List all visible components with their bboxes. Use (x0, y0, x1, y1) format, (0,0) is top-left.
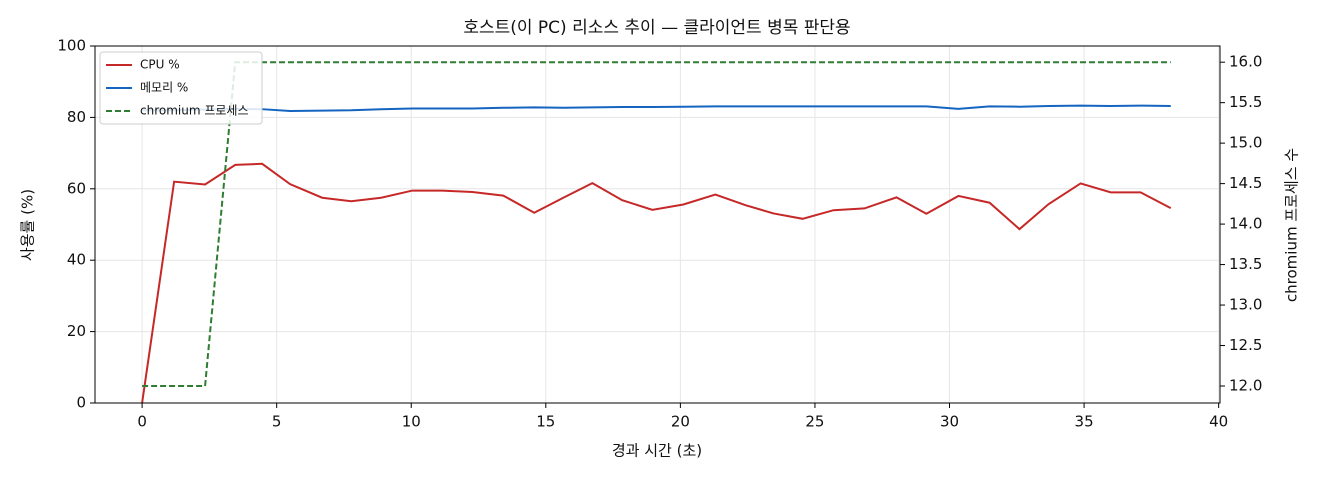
plot-frame (94, 45, 1221, 404)
series-line (141, 162, 1172, 404)
y2-tick-label: 12.0 (1229, 377, 1262, 395)
series-line (142, 104, 1171, 112)
chart-title: 호스트(이 PC) 리소스 추이 — 클라이언트 병목 판단용 (463, 18, 850, 38)
x-tick-label: 30 (940, 413, 959, 431)
x-tick-label: 0 (137, 413, 147, 431)
y-tick-label: 40 (67, 251, 86, 269)
y2-tick-label: 15.5 (1229, 93, 1262, 111)
y2-tick-label: 12.5 (1229, 336, 1262, 354)
series-line (142, 61, 1171, 387)
legend: CPU % 메모리 % chromium 프로세스 (99, 51, 263, 125)
y-axis-label: 사용률 (%) (19, 189, 37, 261)
x-tick-label: 20 (671, 413, 690, 431)
x-axis-label: 경과 시간 (초) (612, 442, 702, 460)
y2-tick-label: 15.0 (1229, 134, 1262, 152)
x-tick-label: 10 (402, 413, 421, 431)
y-tick-label: 20 (67, 322, 86, 340)
legend-label: chromium 프로세스 (140, 104, 249, 118)
y2-tick-label: 14.0 (1229, 215, 1262, 233)
y-tick-label: 0 (76, 394, 86, 412)
y2-tick-label: 13.0 (1229, 296, 1262, 314)
legend-label: 메모리 % (140, 81, 188, 95)
y2-axis-label: chromium 프로세스 수 (1283, 148, 1301, 302)
y-tick-label: 80 (67, 108, 86, 126)
x-tick-label: 35 (1075, 413, 1094, 431)
y2-tick-label: 14.5 (1229, 174, 1262, 192)
y-tick-label: 60 (67, 179, 86, 197)
y2-tick-label: 13.5 (1229, 255, 1262, 273)
x-tick-label: 25 (805, 413, 824, 431)
y2-tick-label: 16.0 (1229, 53, 1262, 71)
x-tick-label: 15 (536, 413, 555, 431)
legend-box (99, 51, 263, 125)
y-tick-label: 100 (57, 37, 86, 55)
x-tick-label: 5 (272, 413, 282, 431)
x-tick-label: 40 (1209, 413, 1228, 431)
legend-label: CPU % (140, 58, 180, 72)
